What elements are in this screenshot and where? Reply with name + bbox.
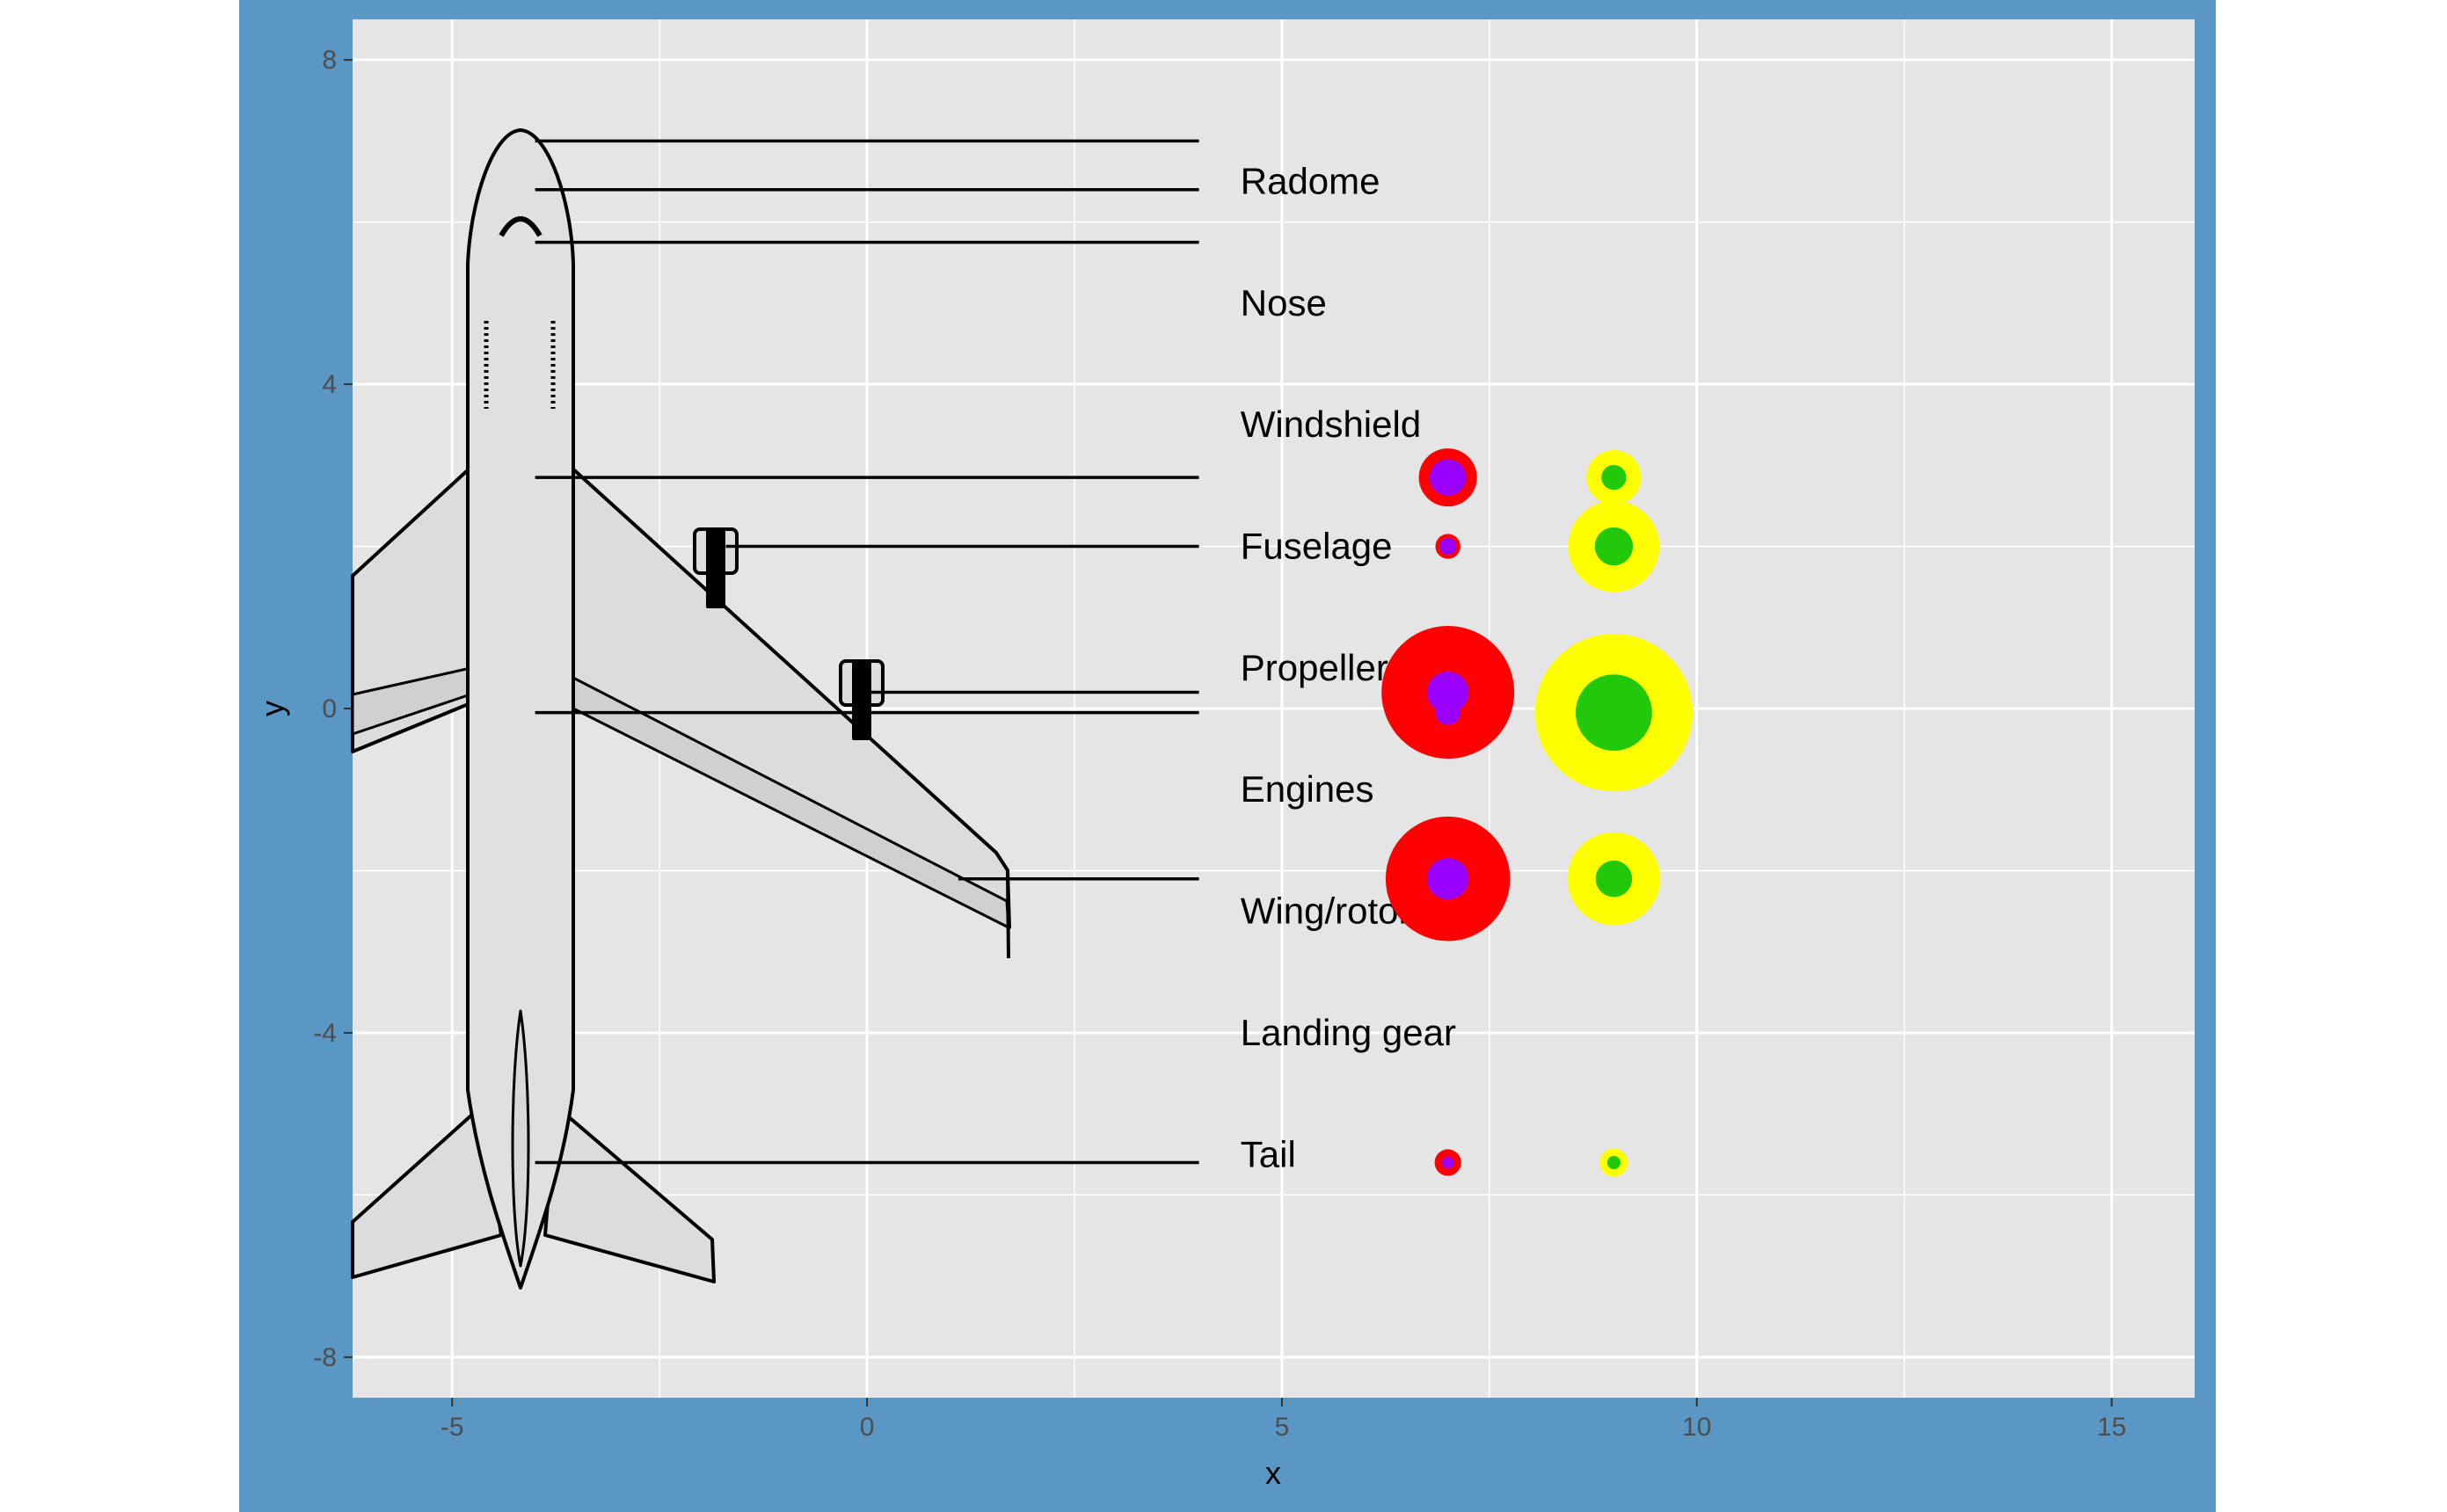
region-label: Fuselage (1241, 526, 1393, 567)
data-point (1435, 700, 1460, 725)
x-tick-label: 5 (1275, 1413, 1290, 1442)
x-tick-label: -5 (441, 1413, 464, 1442)
x-axis: -5 0 5 10 15 (441, 1398, 2126, 1442)
region-label: Engines (1241, 768, 1374, 810)
y-axis: -8 -4 0 4 8 (313, 46, 353, 1372)
data-points (1381, 448, 1693, 1177)
x-tick-label: 15 (2097, 1413, 2126, 1442)
right-wing-tip (1006, 869, 1010, 959)
data-point (1439, 538, 1457, 555)
data-point (1427, 671, 1469, 714)
region-label: Radome (1241, 160, 1380, 201)
engine-outer-pylon (852, 662, 871, 740)
region-label: Windshield (1241, 403, 1421, 445)
axes: -5 0 5 10 15 -8 -4 0 4 8 x y (254, 46, 2126, 1491)
data-point (1429, 459, 1467, 496)
x-tick-label: 10 (1682, 1413, 1711, 1442)
data-point (1427, 858, 1469, 900)
region-label: Tail (1241, 1133, 1296, 1174)
data-point (1442, 1156, 1454, 1169)
data-point (1576, 674, 1652, 752)
x-axis-title: x (1265, 1455, 1281, 1491)
grid-lines (353, 19, 2195, 1398)
data-point (1606, 1155, 1620, 1170)
region-label: Wing/rotor (1241, 890, 1411, 932)
data-point (1601, 464, 1627, 491)
y-tick-label: 4 (322, 370, 337, 399)
data-point (1595, 860, 1633, 898)
y-tick-label: 8 (322, 46, 337, 75)
y-tick-label: -4 (313, 1019, 337, 1048)
x-tick-label: 0 (860, 1413, 875, 1442)
region-label: Nose (1241, 282, 1327, 323)
airplane-diagram (351, 128, 1011, 1290)
vertical-stabilizer (511, 1009, 530, 1268)
data-point (1594, 527, 1634, 566)
y-tick-label: 0 (322, 694, 337, 723)
region-label: Propeller (1241, 647, 1388, 688)
fuselage (466, 128, 575, 1290)
leader-lines (535, 139, 1199, 1165)
engine-inner-pylon (706, 530, 725, 608)
y-axis-title: y (254, 701, 290, 716)
region-label: Landing gear (1241, 1012, 1456, 1053)
region-labels: Radome Nose Windshield Fuselage Propeller Eng… (1241, 160, 1456, 1174)
cockpit-window (499, 216, 543, 237)
y-tick-label: -8 (313, 1343, 337, 1372)
